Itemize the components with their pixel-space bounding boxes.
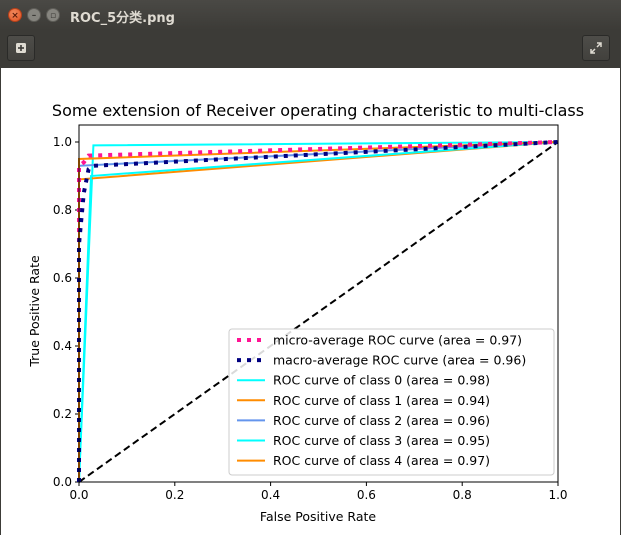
maximize-icon[interactable]: ▫	[46, 8, 60, 22]
legend-entry: ROC curve of class 2 (area = 0.96)	[273, 413, 490, 428]
y-tick-label: 0.2	[53, 407, 72, 421]
add-icon	[16, 43, 26, 53]
roc-series-line-5	[78, 141, 559, 483]
y-tick-label: 1.0	[53, 135, 72, 149]
y-tick-label: 0.8	[53, 203, 72, 217]
x-tick-label: 0.6	[357, 488, 376, 502]
minimize-icon[interactable]: –	[27, 8, 41, 22]
axis-ticks: 0.0 0.2 0.4 0.6 0.8 1.0 0.0 0.2 0.4 0.6 0.8 1.0	[53, 135, 568, 502]
x-tick-label: 0.2	[165, 488, 184, 502]
window-title: ROC_5分类.png	[70, 11, 175, 26]
legend-box	[228, 328, 555, 476]
y-tick-label: 0.0	[53, 475, 72, 489]
x-tick-label: 0.0	[69, 488, 88, 502]
roc-series-line-1	[77, 140, 559, 482]
image-canvas: Some extension of Receiver operating cha…	[0, 68, 621, 535]
legend-entry: micro-average ROC curve (area = 0.97)	[273, 333, 522, 348]
add-button[interactable]	[7, 35, 35, 61]
x-tick-label: 1.0	[548, 488, 567, 502]
close-icon[interactable]: ×	[8, 8, 22, 22]
y-axis-label: True Positive Rate	[27, 255, 42, 368]
y-tick-label: 0.4	[53, 339, 72, 353]
y-tick-label: 0.6	[53, 271, 72, 285]
x-axis-label: False Positive Rate	[260, 509, 376, 524]
roc-chart: Some extension of Receiver operating cha…	[27, 101, 584, 524]
legend-entry: ROC curve of class 1 (area = 0.94)	[273, 393, 490, 408]
legend-entry: macro-average ROC curve (area = 0.96)	[273, 353, 526, 368]
x-tick-label: 0.4	[261, 488, 280, 502]
chart-title: Some extension of Receiver operating cha…	[52, 101, 584, 120]
toolbar	[0, 30, 621, 69]
legend-entry: ROC curve of class 3 (area = 0.95)	[273, 433, 490, 448]
reference-diagonal-line	[78, 141, 559, 483]
axes-frame	[78, 124, 559, 483]
legend-entry: ROC curve of class 4 (area = 0.97)	[273, 453, 490, 468]
fullscreen-icon	[590, 42, 602, 54]
legend: micro-average ROC curve (area = 0.97) mac…	[228, 328, 555, 476]
legend-entry: ROC curve of class 0 (area = 0.98)	[273, 373, 490, 388]
title-bar[interactable]: × – ▫ ROC_5分类.png	[0, 0, 621, 30]
x-tick-label: 0.8	[453, 488, 472, 502]
fullscreen-button[interactable]	[582, 35, 610, 61]
